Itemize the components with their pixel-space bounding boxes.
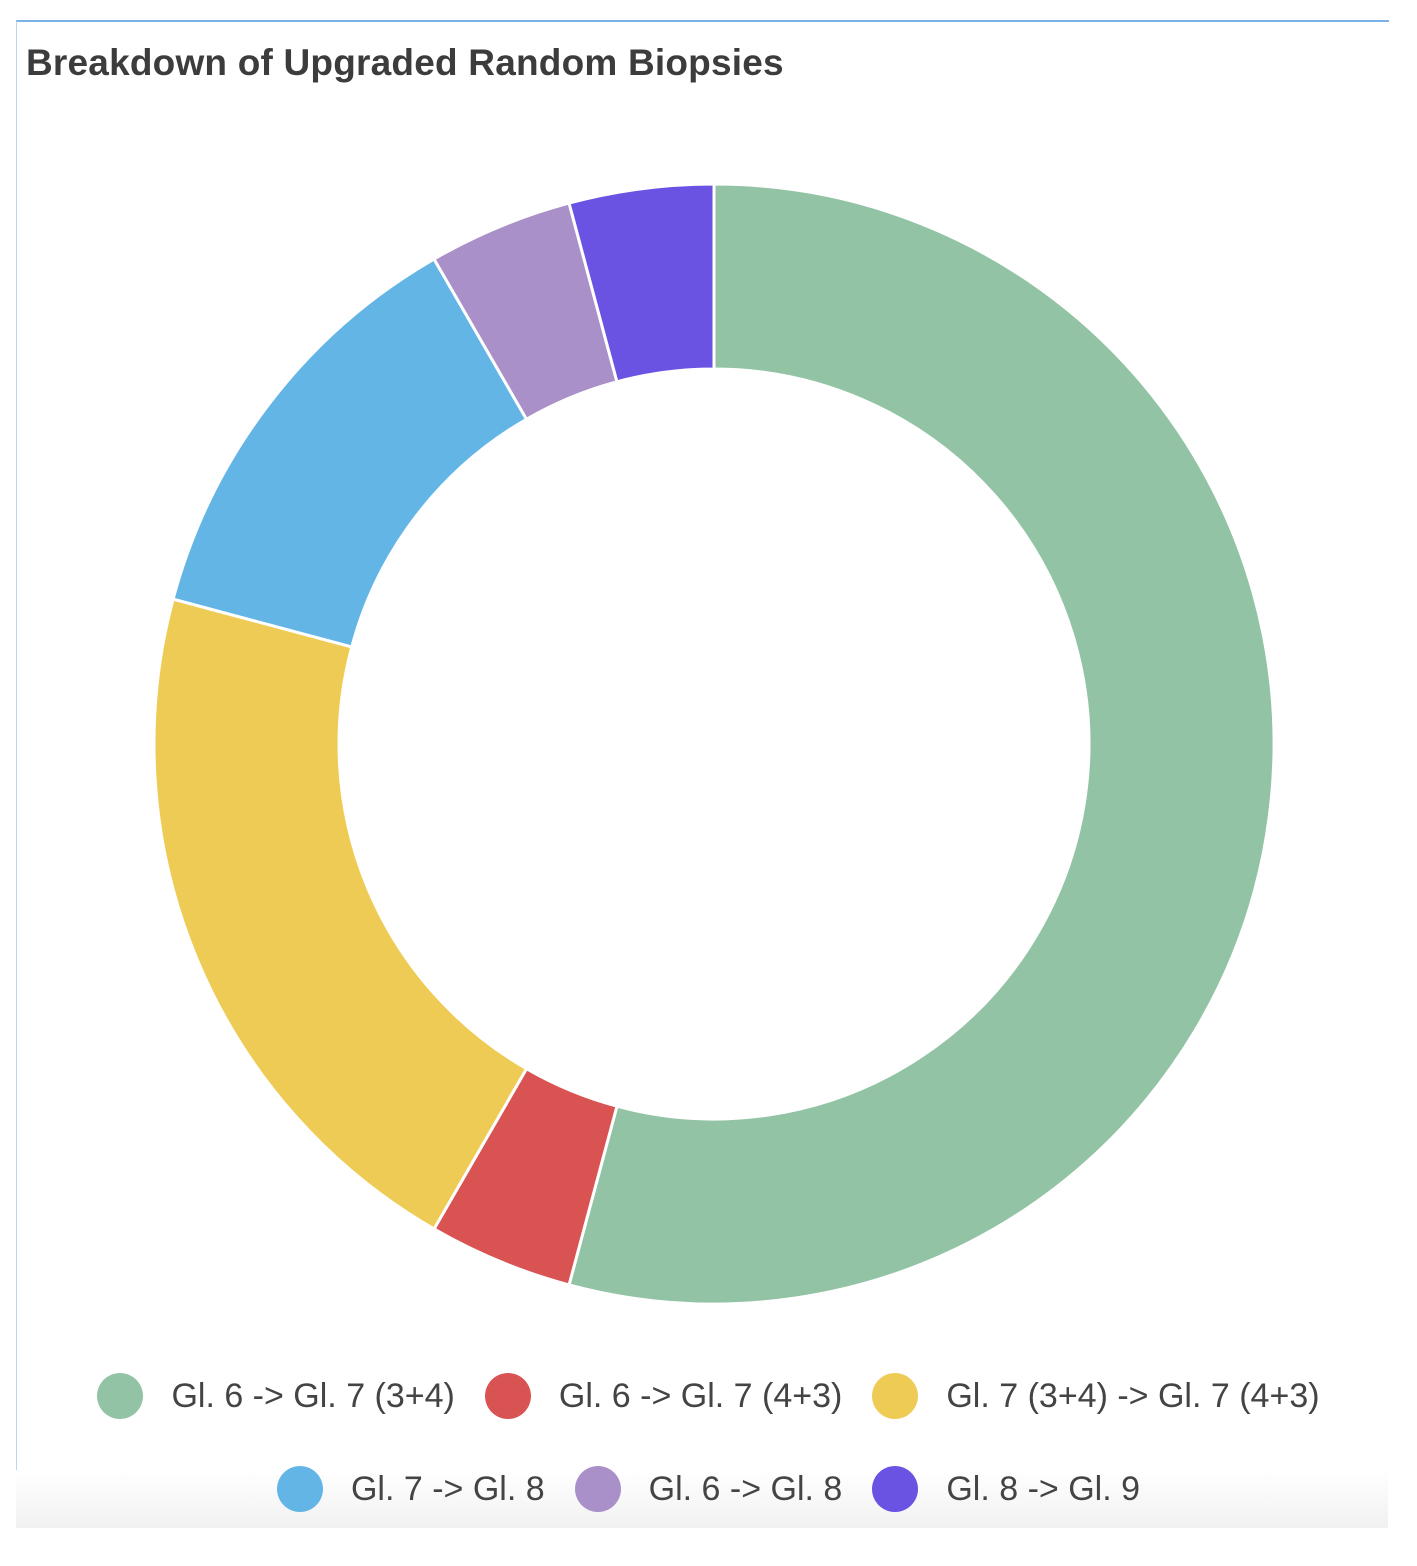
legend-swatch-icon	[97, 1373, 144, 1419]
donut-slice-3[interactable]	[152, 597, 529, 1232]
legend-label: Gl. 7 (3+4) -> Gl. 7 (4+3)	[946, 1376, 1320, 1415]
legend-row-1: Gl. 6 -> Gl. 7 (3+4) Gl. 6 -> Gl. 7 (4+3)…	[0, 1373, 1417, 1419]
legend-item-3[interactable]: Gl. 7 (3+4) -> Gl. 7 (4+3)	[872, 1373, 1320, 1419]
chart-title: Breakdown of Upgraded Random Biopsies	[26, 42, 784, 83]
legend-swatch-icon	[276, 1466, 323, 1512]
legend-item-4[interactable]: Gl. 7 -> Gl. 8	[276, 1466, 545, 1512]
legend-swatch-icon	[484, 1373, 531, 1419]
legend-label: Gl. 8 -> Gl. 9	[946, 1469, 1141, 1508]
card-footer-shade	[16, 1470, 1388, 1528]
legend-swatch-icon	[872, 1373, 919, 1419]
legend-label: Gl. 6 -> Gl. 7 (4+3)	[558, 1376, 843, 1415]
legend-row-2: Gl. 7 -> Gl. 8 Gl. 6 -> Gl. 8 Gl. 8 -> Gl.…	[0, 1466, 1417, 1512]
donut-slice-6[interactable]	[567, 182, 716, 384]
legend-item-6[interactable]: Gl. 8 -> Gl. 9	[872, 1466, 1140, 1512]
legend-label: Gl. 6 -> Gl. 7 (3+4)	[171, 1376, 455, 1415]
donut-slices	[152, 182, 1276, 1306]
legend-label: Gl. 7 -> Gl. 8	[350, 1469, 545, 1508]
legend-swatch-icon	[574, 1466, 621, 1512]
legend-item-5[interactable]: Gl. 6 -> Gl. 8	[574, 1466, 843, 1512]
legend-item-1[interactable]: Gl. 6 -> Gl. 7 (3+4)	[97, 1373, 455, 1419]
legend-label: Gl. 6 -> Gl. 8	[648, 1469, 843, 1508]
legend-item-2[interactable]: Gl. 6 -> Gl. 7 (4+3)	[484, 1373, 843, 1419]
legend-swatch-icon	[872, 1466, 919, 1512]
donut-slice-1[interactable]	[567, 182, 1276, 1306]
